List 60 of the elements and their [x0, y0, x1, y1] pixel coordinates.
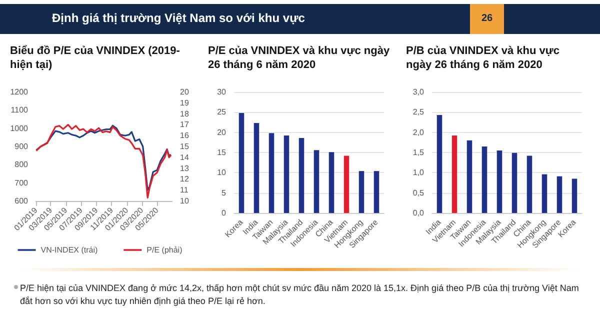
- legend-label: P/E (phải): [146, 246, 183, 254]
- bar: [466, 140, 472, 213]
- y-tick-label: 25: [217, 108, 227, 117]
- bar: [374, 171, 380, 213]
- bar: [436, 114, 442, 213]
- y2-tick-label: 19: [180, 98, 190, 108]
- y-tick-label: 0: [222, 208, 227, 218]
- y-tick-label: 1,5: [412, 148, 425, 157]
- y-tick-label: 30: [217, 88, 227, 96]
- y2-tick-label: 20: [180, 88, 190, 96]
- bar: [542, 174, 548, 213]
- y-tick-label: 0,0: [412, 208, 425, 218]
- y-tick-label: 15: [217, 148, 227, 157]
- y-tick-label: 10: [217, 168, 227, 178]
- y-tick-label: 1200: [10, 88, 29, 96]
- text: P/E hiện tại của VNINDEX đang ở mức 14,2x, thấp hơn một chút sv mức đầu năm 2020 là 15,1x. Định giá theo P/B của thị trường Việt Nam đắt hơn so với khu vực tuy nhiên định giá theo P/E lại rẻ hơn.: [20, 283, 579, 306]
- y-tick-label: 800: [14, 160, 29, 170]
- y-tick-label: 0,5: [412, 188, 425, 198]
- y-tick-label: 2,0: [412, 128, 425, 137]
- y-tick-label: 1100: [10, 106, 29, 115]
- bar: [358, 171, 364, 213]
- y2-tick-label: 15: [180, 142, 190, 151]
- y2-tick-label: 10: [180, 196, 190, 206]
- y-tick-label: 20: [217, 128, 227, 137]
- bar: [328, 152, 334, 213]
- y-tick-label: 700: [14, 178, 29, 188]
- bar: [452, 136, 458, 213]
- chart-title: Biểu đồ P/E của VNINDEX (2019-hiện tại): [9, 44, 181, 72]
- bar: [268, 133, 274, 213]
- y-tick-label: 1000: [10, 124, 29, 133]
- y2-tick-label: 13: [180, 164, 190, 173]
- legend-label: VN-INDEX (trái): [40, 246, 98, 254]
- y-tick-label: 900: [14, 142, 29, 151]
- y-tick-label: 3,0: [412, 88, 425, 96]
- chart-title: P/E của VNINDEX và khu vực ngày 26 tháng 6 năm 2020: [207, 44, 391, 72]
- y-tick-label: 600: [14, 196, 29, 206]
- bar: [254, 123, 260, 213]
- y2-tick-label: 17: [180, 120, 190, 130]
- bar: [482, 146, 488, 213]
- y2-tick-label: 12: [180, 174, 190, 184]
- y-tick-label: 5: [222, 188, 227, 198]
- y2-tick-label: 16: [180, 131, 190, 140]
- bar: [238, 112, 244, 213]
- y2-tick-label: 18: [180, 109, 190, 118]
- text: 26: [470, 4, 504, 34]
- bar: [526, 156, 532, 213]
- bar: [284, 136, 290, 213]
- y2-tick-label: 14: [180, 152, 190, 162]
- bar: [298, 138, 304, 213]
- y-tick-label: 1,0: [412, 168, 425, 178]
- bar: [512, 152, 518, 213]
- y-tick-label: 2,5: [412, 108, 425, 117]
- bar: [344, 156, 350, 213]
- text: Định giá thị trường Việt Nam so với khu vực: [52, 11, 305, 25]
- bar: [314, 150, 320, 213]
- bar: [556, 176, 562, 213]
- bar: [572, 178, 578, 213]
- y2-tick-label: 11: [180, 186, 189, 195]
- chart-title: P/B của VNINDEX và khu vực ngày 26 tháng 6 năm 2020: [405, 44, 560, 72]
- bar: [496, 150, 502, 213]
